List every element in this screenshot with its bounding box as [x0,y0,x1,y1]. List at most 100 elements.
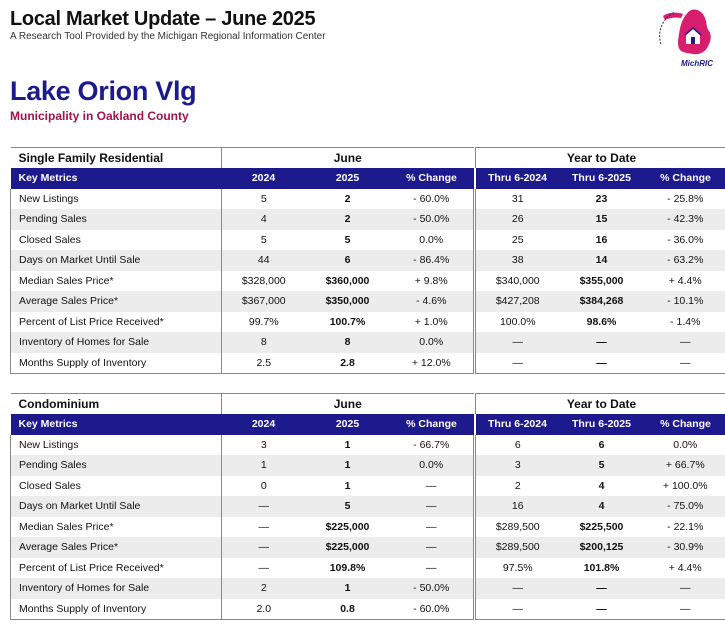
col-ytd-2024: Thru 6-2024 [475,168,560,189]
value-ytd-pct: - 22.1% [643,516,725,537]
value-month-2024: 8 [221,332,306,353]
value-month-2024: 2 [221,578,306,599]
column-header-row: Key Metrics 2024 2025% Change Thru 6-2024 Th… [10,168,725,189]
column-gap [473,516,476,537]
col-month-2024: 2024 [221,168,306,189]
value-month-2025: 5 [305,496,390,517]
value-month-2024: 44 [221,250,306,271]
metric-label: Pending Sales [10,209,222,230]
value-ytd-2024: $289,500 [475,537,560,558]
table-row: Average Sales Price* $367,000 $350,000- 4.… [10,291,725,312]
value-month-pct: — [389,475,474,496]
value-month-pct: - 86.4% [389,250,474,271]
column-gap [473,537,476,558]
value-month-2024: 99.7% [221,311,306,332]
column-gap [473,414,476,435]
value-month-2025: 1 [305,475,390,496]
value-ytd-2025: 101.8% [559,557,644,578]
metric-label: Percent of List Price Received* [10,311,222,332]
col-ytd-2025: Thru 6-2025 [559,168,644,189]
value-month-2025: $225,000 [305,537,390,558]
value-ytd-pct: — [643,578,725,599]
value-ytd-2024: $289,500 [475,516,560,537]
column-gap [473,332,476,353]
value-month-pct: — [389,496,474,517]
value-ytd-pct: - 63.2% [643,250,725,271]
group-month-header: June [221,147,474,168]
value-month-pct: — [389,516,474,537]
value-ytd-2024: 16 [475,496,560,517]
value-month-pct: - 60.0% [389,188,474,209]
column-gap [473,250,476,271]
value-ytd-2025: 5 [559,455,644,476]
metric-label: Days on Market Until Sale [10,250,222,271]
value-ytd-2024: — [475,332,560,353]
metric-label: Average Sales Price* [10,291,222,312]
table-row: Median Sales Price* — $225,000— $289,500 $22… [10,516,725,537]
value-month-2024: — [221,537,306,558]
value-ytd-2024: $427,208 [475,291,560,312]
value-month-pct: 0.0% [389,229,474,250]
value-month-2025: 2.8 [305,352,390,374]
value-month-pct: — [389,557,474,578]
value-ytd-2024: 100.0% [475,311,560,332]
value-ytd-2024: 2 [475,475,560,496]
col-ytd-pct: % Change [643,168,725,189]
col-month-2024: 2024 [221,414,306,435]
value-month-2025: 109.8% [305,557,390,578]
section-title-row: Condominium June Year to Date [10,393,725,414]
value-month-2025: 2 [305,188,390,209]
column-gap [473,598,476,619]
value-ytd-2024: 97.5% [475,557,560,578]
table-row: Inventory of Homes for Sale 8 8 0.0% — — — [10,332,725,353]
group-ytd-header: Year to Date [475,393,725,414]
value-ytd-2025: 23 [559,188,644,209]
value-ytd-2025: $355,000 [559,270,644,291]
report-subtitle: A Research Tool Provided by the Michigan… [10,31,326,42]
value-ytd-2025: 6 [559,434,644,455]
column-gap [473,168,476,189]
value-ytd-pct: - 30.9% [643,537,725,558]
value-ytd-pct: — [643,598,725,620]
value-ytd-2025: $384,268 [559,291,644,312]
value-month-2025: 1 [305,434,390,455]
column-gap [473,188,476,209]
column-gap [473,352,476,373]
col-month-2025: 2025 [305,414,390,435]
value-month-2024: — [221,557,306,578]
value-ytd-2025: 98.6% [559,311,644,332]
metric-label: Percent of List Price Received* [10,557,222,578]
value-month-2025: 100.7% [305,311,390,332]
value-month-2025: 2 [305,209,390,230]
value-month-2025: 6 [305,250,390,271]
municipality-block: Lake Orion Vlg Municipality in Oakland C… [10,76,197,123]
value-ytd-2024: — [475,598,560,620]
value-ytd-pct: + 100.0% [643,475,725,496]
section-title-row: Single Family Residential June Year to Dat… [10,147,725,168]
value-ytd-2025: 4 [559,475,644,496]
report-title: Local Market Update – June 2025 [10,8,316,30]
col-month-pct: % Change [389,168,474,189]
value-month-pct: - 50.0% [389,578,474,599]
value-ytd-2024: $340,000 [475,270,560,291]
col-key-metrics: Key Metrics [10,414,222,435]
value-month-2024: 1 [221,455,306,476]
table-row: Closed Sales 0 1—2 4 + 100.0% [10,475,725,496]
value-month-2025: 1 [305,455,390,476]
value-month-2024: 3 [221,434,306,455]
value-ytd-2024: 38 [475,250,560,271]
column-gap [473,578,476,599]
metric-label: Median Sales Price* [10,516,222,537]
table-row: Average Sales Price* — $225,000— $289,500 $2… [10,537,725,558]
value-month-2025: $350,000 [305,291,390,312]
value-ytd-2025: — [559,352,644,374]
value-month-2025: $225,000 [305,516,390,537]
value-ytd-pct: + 66.7% [643,455,725,476]
municipality-subtitle: Municipality in Oakland County [10,109,189,123]
value-ytd-2024: 26 [475,209,560,230]
col-ytd-pct: % Change [643,414,725,435]
table-row: Days on Market Until Sale —5—16 4- 75.0% [10,496,725,517]
section-title: Single Family Residential [10,147,222,168]
municipality-name: Lake Orion Vlg [10,76,197,106]
value-month-2024: 0 [221,475,306,496]
